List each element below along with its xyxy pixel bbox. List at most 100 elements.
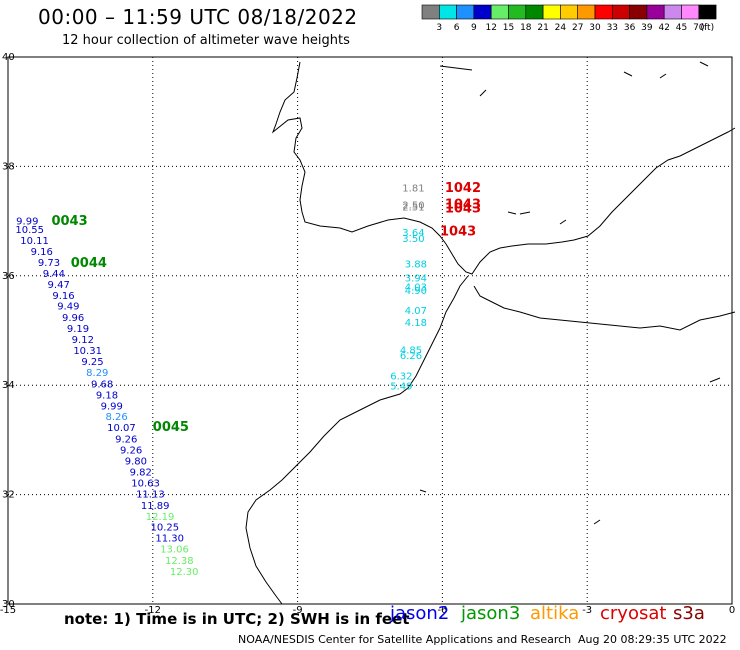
legend-tick-label: 39 <box>641 23 653 33</box>
legend-swatch <box>473 4 492 20</box>
wave-height-label: 4.18 <box>405 318 427 329</box>
wave-height-label: 11.30 <box>155 534 184 545</box>
lon-tick-label: -15 <box>0 605 16 616</box>
coast-fragment <box>519 211 531 215</box>
coastline <box>245 61 736 605</box>
legend-tick-label: 18 <box>520 23 532 33</box>
wave-height-label: 1.81 <box>402 184 424 195</box>
wave-height-label: 13.06 <box>160 545 189 556</box>
iberia-coastline <box>271 61 736 275</box>
timestamp: Aug 20 08:29:35 UTC 2022 <box>578 633 727 646</box>
africa-coastline <box>245 275 469 605</box>
legend-tick-label: 42 <box>658 23 669 33</box>
satellite-jason3: jason3 <box>461 603 521 624</box>
legend-tick-label: 15 <box>503 23 514 33</box>
wave-height-label: 3.88 <box>405 260 427 271</box>
wave-height-label: 12.38 <box>165 556 194 567</box>
pass-number-label: 0043 <box>51 214 87 229</box>
legend-tick-label: 70 <box>693 23 705 33</box>
wave-height-label: 11.13 <box>136 489 165 500</box>
legend-swatch <box>456 4 475 20</box>
page-title: 00:00 – 11:59 UTC 08/18/2022 <box>38 5 358 29</box>
observation-labels: 9.9910.5510.119.169.739.449.479.169.499.… <box>15 184 427 578</box>
legend-swatch <box>508 4 527 20</box>
wave-height-label: 9.12 <box>72 335 94 346</box>
footer-note: note: 1) Time is in UTC; 2) SWH is in fe… <box>64 610 410 628</box>
wave-height-label: 9.25 <box>81 357 103 368</box>
lat-tick-label: 32 <box>2 490 15 501</box>
legend-tick-label: 33 <box>607 23 618 33</box>
lat-tick-label: 40 <box>2 52 15 63</box>
legend-swatch <box>594 4 613 20</box>
wave-height-label: 5.49 <box>390 382 412 393</box>
wave-height-label: 9.47 <box>48 280 70 291</box>
wave-height-label: 4.07 <box>405 306 427 317</box>
wave-height-label: 9.16 <box>52 291 74 302</box>
legend-tick-label: 12 <box>485 23 496 33</box>
coast-fragment <box>659 73 667 79</box>
legend-swatch <box>646 4 665 20</box>
coast-fragment <box>479 89 487 97</box>
legend-swatch <box>611 4 630 20</box>
pass-number-label: 1042 <box>445 181 481 196</box>
wave-height-label: 9.26 <box>115 435 137 446</box>
wave-height-label: 11.89 <box>141 501 170 512</box>
legend-swatch <box>542 4 561 20</box>
legend-tick-label: 9 <box>471 23 477 33</box>
wave-height-label: 10.07 <box>107 423 136 434</box>
wave-height-label: 9.99 <box>101 401 123 412</box>
legend-swatch <box>698 4 717 20</box>
legend-swatch <box>438 4 457 20</box>
wave-height-label: 3.64 <box>402 228 424 239</box>
legend-swatch <box>525 4 544 20</box>
wave-height-label: 9.19 <box>67 324 89 335</box>
pass-number-label: 1043 <box>445 198 481 213</box>
legend-tick-label: 21 <box>537 23 548 33</box>
wave-height-label: 10.31 <box>73 346 102 357</box>
wave-height-label: 9.18 <box>96 390 118 401</box>
wave-height-label: 12.19 <box>146 512 175 523</box>
wave-height-label: 3.50 <box>402 234 424 245</box>
wave-height-label: 4.90 <box>405 286 427 297</box>
wave-height-label: 6.26 <box>400 351 422 362</box>
legend-tick-label: 30 <box>589 23 601 33</box>
lon-tick-label: 0 <box>729 605 735 616</box>
legend-swatch <box>629 4 648 20</box>
wave-height-label: 9.68 <box>91 379 113 390</box>
satellite-s3a: s3a <box>673 603 705 624</box>
lat-tick-label: 36 <box>2 271 15 282</box>
wave-height-label: 8.26 <box>105 412 127 423</box>
wave-height-label: 9.49 <box>57 302 79 313</box>
wave-height-label: 2.51 <box>402 203 424 214</box>
legend-tick-label: 6 <box>454 23 460 33</box>
wave-height-label: 2.50 <box>402 201 424 212</box>
lat-tick-label: 30 <box>2 599 15 610</box>
legend-tick-label: 27 <box>572 23 583 33</box>
pass-number-label: 0045 <box>153 420 189 435</box>
lat-tick-label: 34 <box>2 380 15 391</box>
wave-height-label: 9.80 <box>125 457 147 468</box>
coast-fragment <box>419 489 427 493</box>
legend-tick-label: 3 <box>436 23 442 33</box>
wave-height-label: 9.82 <box>130 467 152 478</box>
wave-height-label: 9.44 <box>43 269 65 280</box>
lat-tick-label: 38 <box>2 161 15 172</box>
page-subtitle: 12 hour collection of altimeter wave hei… <box>62 33 350 48</box>
coast-fragment <box>593 519 601 525</box>
wave-height-label: 9.73 <box>38 258 60 269</box>
wave-height-label: 9.99 <box>16 216 38 227</box>
coast-fragment <box>699 61 709 67</box>
wave-height-label: 10.63 <box>131 478 160 489</box>
pass-number-label: 1043 <box>445 201 481 216</box>
wave-height-label: 10.55 <box>15 225 44 236</box>
color-legend: 3 6 9 12 15 18 21 24 27 30 33 36 39 42 45 70(ft) <box>421 4 717 33</box>
legend-swatch <box>663 4 682 20</box>
wave-height-label: 12.30 <box>170 567 199 578</box>
credit-text: NOAA/NESDIS Center for Satellite Applica… <box>238 633 572 646</box>
morocco-north-coast <box>473 285 736 331</box>
lon-tick-label: -9 <box>293 605 303 616</box>
wave-height-label: 9.96 <box>62 313 84 324</box>
wave-height-label: 6.32 <box>390 372 412 383</box>
